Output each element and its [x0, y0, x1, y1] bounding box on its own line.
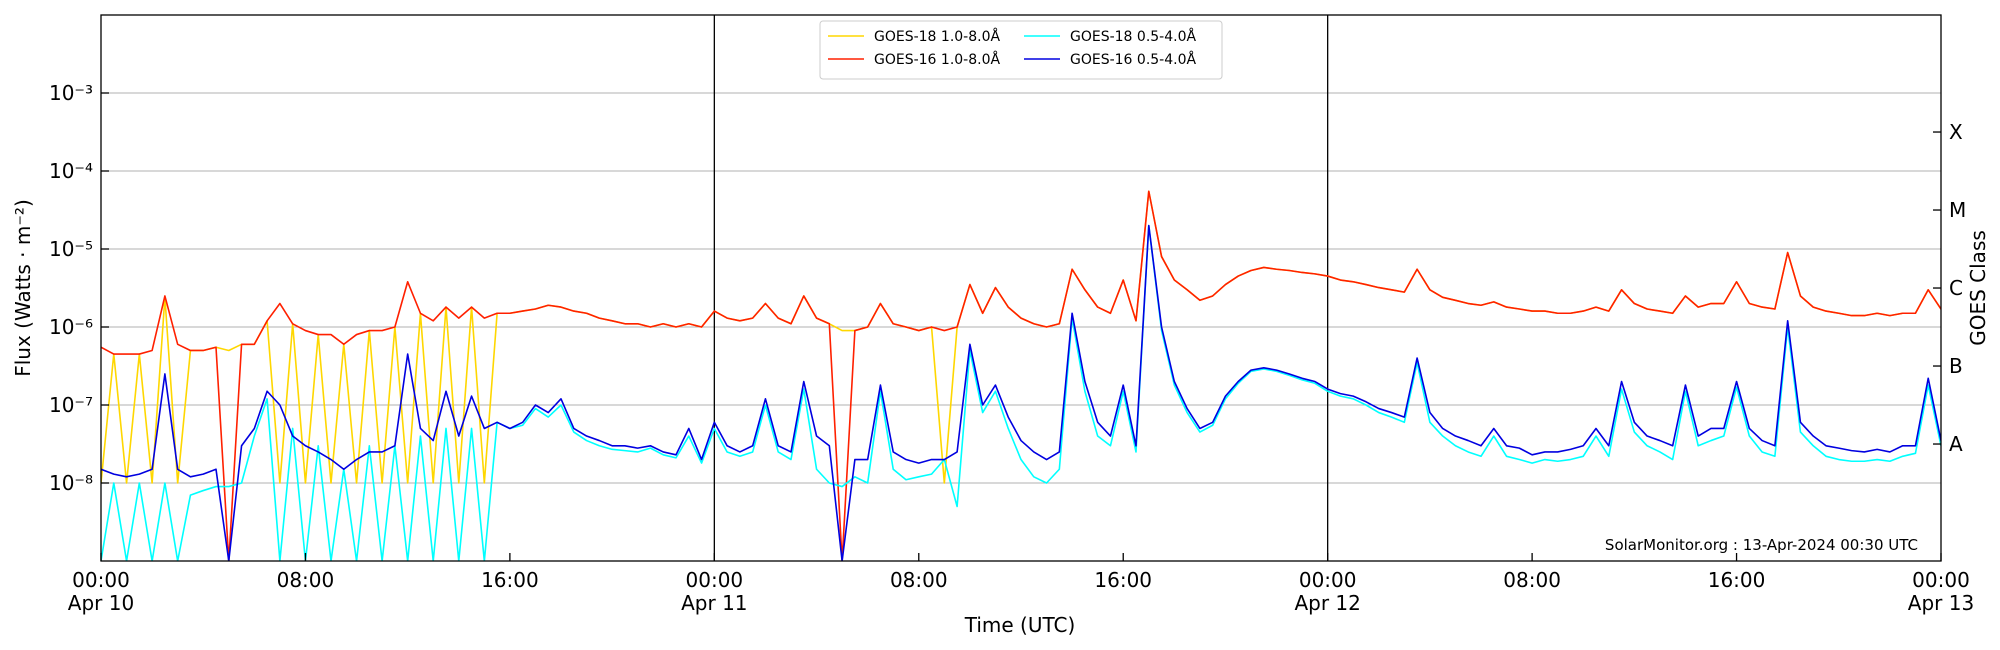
y2-tick-label: A — [1949, 432, 1963, 456]
x-tick-label: 16:00 — [1708, 568, 1766, 592]
legend-label: GOES-16 0.5-4.0Å — [1070, 51, 1196, 68]
axes: 10⁻⁸ 10⁻⁷ 10⁻⁶ 10⁻⁵ 10⁻⁴ 10⁻³ A B C M X 00:00 Apr 10… — [49, 81, 1974, 615]
legend: GOES-18 1.0-8.0Å GOES-16 1.0-8.0Å GOES-18 … — [819, 20, 1223, 80]
x-tick-label: 16:00 — [1094, 568, 1152, 592]
y-axis-label: Flux (Watts · m⁻²) — [11, 199, 35, 377]
annotation: SolarMonitor.org : 13-Apr-2024 00:30 UTC — [1605, 536, 1918, 554]
y-tick-label: 10⁻⁶ — [49, 315, 93, 339]
series-line — [101, 190, 1941, 561]
x-tick-label: 08:00 — [890, 568, 948, 592]
y-tick-label: 10⁻³ — [49, 81, 93, 105]
series-line — [101, 224, 1941, 561]
y2-tick-label: C — [1949, 276, 1963, 300]
legend-label: GOES-18 1.0-8.0Å — [874, 28, 1000, 45]
y2-axis-label: GOES Class — [1966, 230, 1990, 346]
plot-frame — [100, 14, 1942, 562]
legend-box — [819, 20, 1223, 80]
x-tick-label: 00:00 Apr 13 — [1908, 568, 1974, 615]
x-axis-label: Time (UTC) — [964, 613, 1076, 637]
x-tick-label: 08:00 — [277, 568, 335, 592]
legend-label: GOES-16 1.0-8.0Å — [874, 51, 1000, 68]
grid — [101, 15, 1941, 561]
y-tick-label: 10⁻⁴ — [49, 159, 93, 183]
series-line — [101, 224, 1941, 561]
y2-tick-label: M — [1949, 198, 1966, 222]
x-tick-label: 00:00 Apr 12 — [1294, 568, 1360, 615]
x-tick-label: 08:00 — [1503, 568, 1561, 592]
y2-tick-label: B — [1949, 354, 1963, 378]
series-group — [101, 190, 1941, 561]
y-tick-label: 10⁻⁵ — [49, 237, 93, 261]
y-tick-label: 10⁻⁷ — [49, 393, 93, 417]
x-tick-label: 00:00 Apr 11 — [681, 568, 747, 615]
y-tick-label: 10⁻⁸ — [49, 471, 93, 495]
y2-tick-label: X — [1949, 120, 1963, 144]
x-tick-label: 00:00 Apr 10 — [68, 568, 134, 615]
legend-label: GOES-18 0.5-4.0Å — [1070, 28, 1196, 45]
x-tick-label: 16:00 — [481, 568, 539, 592]
